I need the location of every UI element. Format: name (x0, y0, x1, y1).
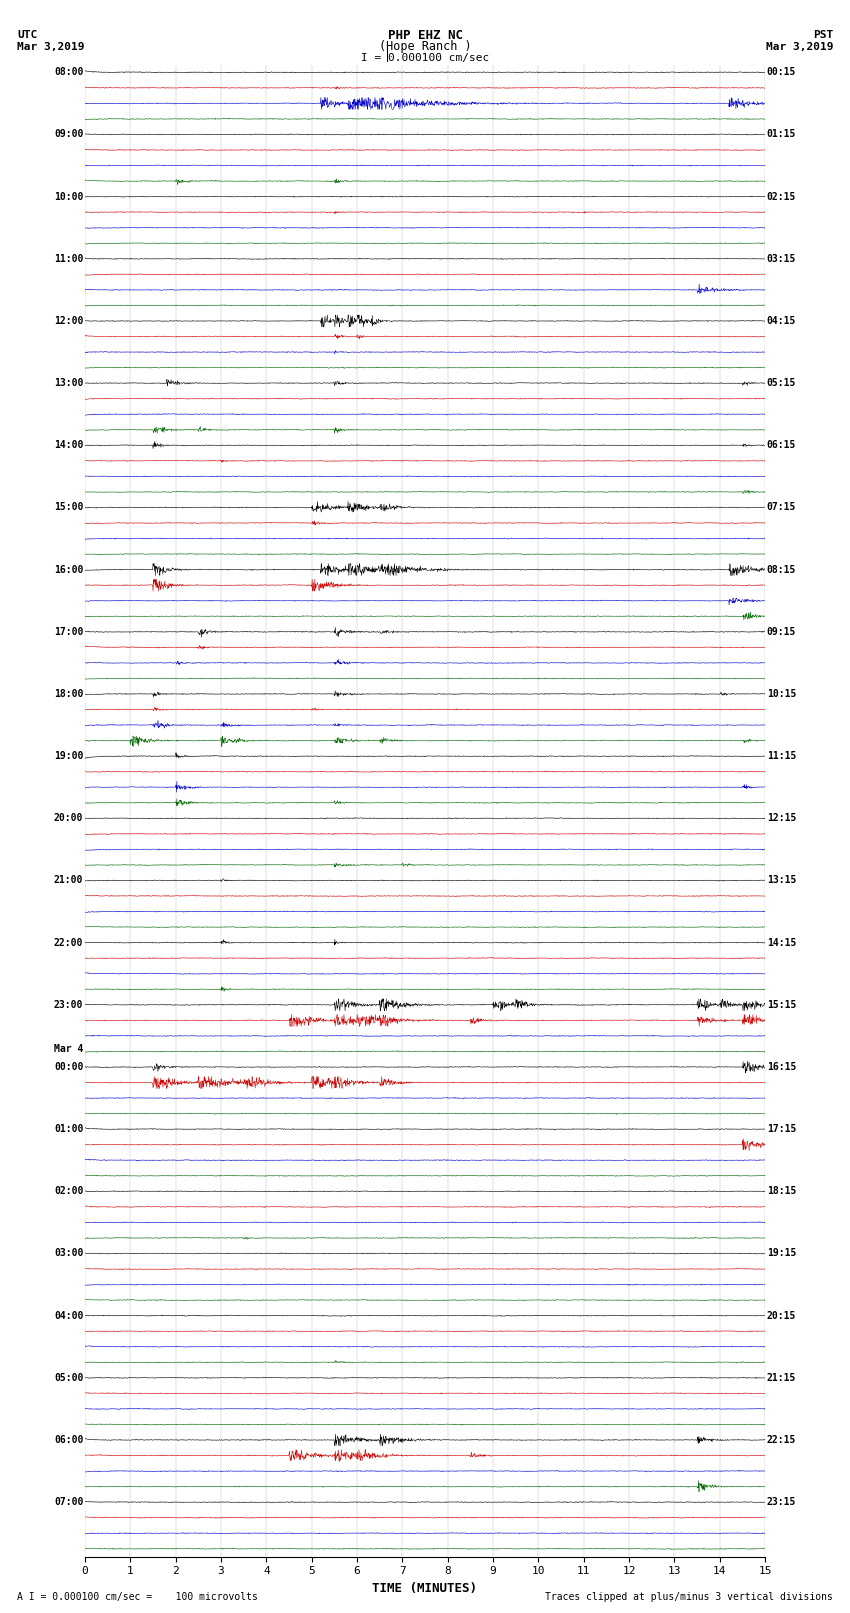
Text: 11:15: 11:15 (767, 752, 796, 761)
Text: 12:00: 12:00 (54, 316, 83, 326)
Text: Mar 3,2019: Mar 3,2019 (766, 42, 833, 52)
Text: 02:15: 02:15 (767, 192, 796, 202)
Text: 03:00: 03:00 (54, 1248, 83, 1258)
Text: A I = 0.000100 cm/sec =    100 microvolts: A I = 0.000100 cm/sec = 100 microvolts (17, 1592, 258, 1602)
Text: 04:00: 04:00 (54, 1311, 83, 1321)
Text: 06:15: 06:15 (767, 440, 796, 450)
Text: 10:15: 10:15 (767, 689, 796, 698)
Text: 09:00: 09:00 (54, 129, 83, 139)
Text: 20:00: 20:00 (54, 813, 83, 823)
Text: 09:15: 09:15 (767, 627, 796, 637)
Text: 05:15: 05:15 (767, 377, 796, 389)
Text: 04:15: 04:15 (767, 316, 796, 326)
Text: 07:15: 07:15 (767, 503, 796, 513)
Text: 01:15: 01:15 (767, 129, 796, 139)
Text: 18:15: 18:15 (767, 1186, 796, 1197)
Text: 22:15: 22:15 (767, 1436, 796, 1445)
Text: Mar 4: Mar 4 (54, 1044, 83, 1053)
Text: 07:00: 07:00 (54, 1497, 83, 1507)
Text: 19:00: 19:00 (54, 752, 83, 761)
Text: 08:00: 08:00 (54, 68, 83, 77)
Text: 00:15: 00:15 (767, 68, 796, 77)
Text: Mar 3,2019: Mar 3,2019 (17, 42, 84, 52)
Text: 17:15: 17:15 (767, 1124, 796, 1134)
Text: 19:15: 19:15 (767, 1248, 796, 1258)
Text: 16:00: 16:00 (54, 565, 83, 574)
X-axis label: TIME (MINUTES): TIME (MINUTES) (372, 1582, 478, 1595)
Text: 22:00: 22:00 (54, 937, 83, 948)
Text: PST: PST (813, 31, 833, 40)
Text: 15:00: 15:00 (54, 503, 83, 513)
Text: 06:00: 06:00 (54, 1436, 83, 1445)
Text: 23:00: 23:00 (54, 1000, 83, 1010)
Text: 23:15: 23:15 (767, 1497, 796, 1507)
Text: 20:15: 20:15 (767, 1311, 796, 1321)
Text: 18:00: 18:00 (54, 689, 83, 698)
Text: 14:00: 14:00 (54, 440, 83, 450)
Text: I = 0.000100 cm/sec: I = 0.000100 cm/sec (361, 53, 489, 63)
Text: 05:00: 05:00 (54, 1373, 83, 1382)
Text: 15:15: 15:15 (767, 1000, 796, 1010)
Text: 21:00: 21:00 (54, 876, 83, 886)
Text: 02:00: 02:00 (54, 1186, 83, 1197)
Text: (Hope Ranch ): (Hope Ranch ) (379, 40, 471, 53)
Text: 21:15: 21:15 (767, 1373, 796, 1382)
Text: 11:00: 11:00 (54, 253, 83, 265)
Text: PHP EHZ NC: PHP EHZ NC (388, 29, 462, 42)
Text: 17:00: 17:00 (54, 627, 83, 637)
Text: Traces clipped at plus/minus 3 vertical divisions: Traces clipped at plus/minus 3 vertical … (545, 1592, 833, 1602)
Text: 00:00: 00:00 (54, 1061, 83, 1073)
Text: 08:15: 08:15 (767, 565, 796, 574)
Text: 10:00: 10:00 (54, 192, 83, 202)
Text: 14:15: 14:15 (767, 937, 796, 948)
Text: 03:15: 03:15 (767, 253, 796, 265)
Text: UTC: UTC (17, 31, 37, 40)
Text: 01:00: 01:00 (54, 1124, 83, 1134)
Text: 12:15: 12:15 (767, 813, 796, 823)
Text: 16:15: 16:15 (767, 1061, 796, 1073)
Text: 13:15: 13:15 (767, 876, 796, 886)
Text: 13:00: 13:00 (54, 377, 83, 389)
